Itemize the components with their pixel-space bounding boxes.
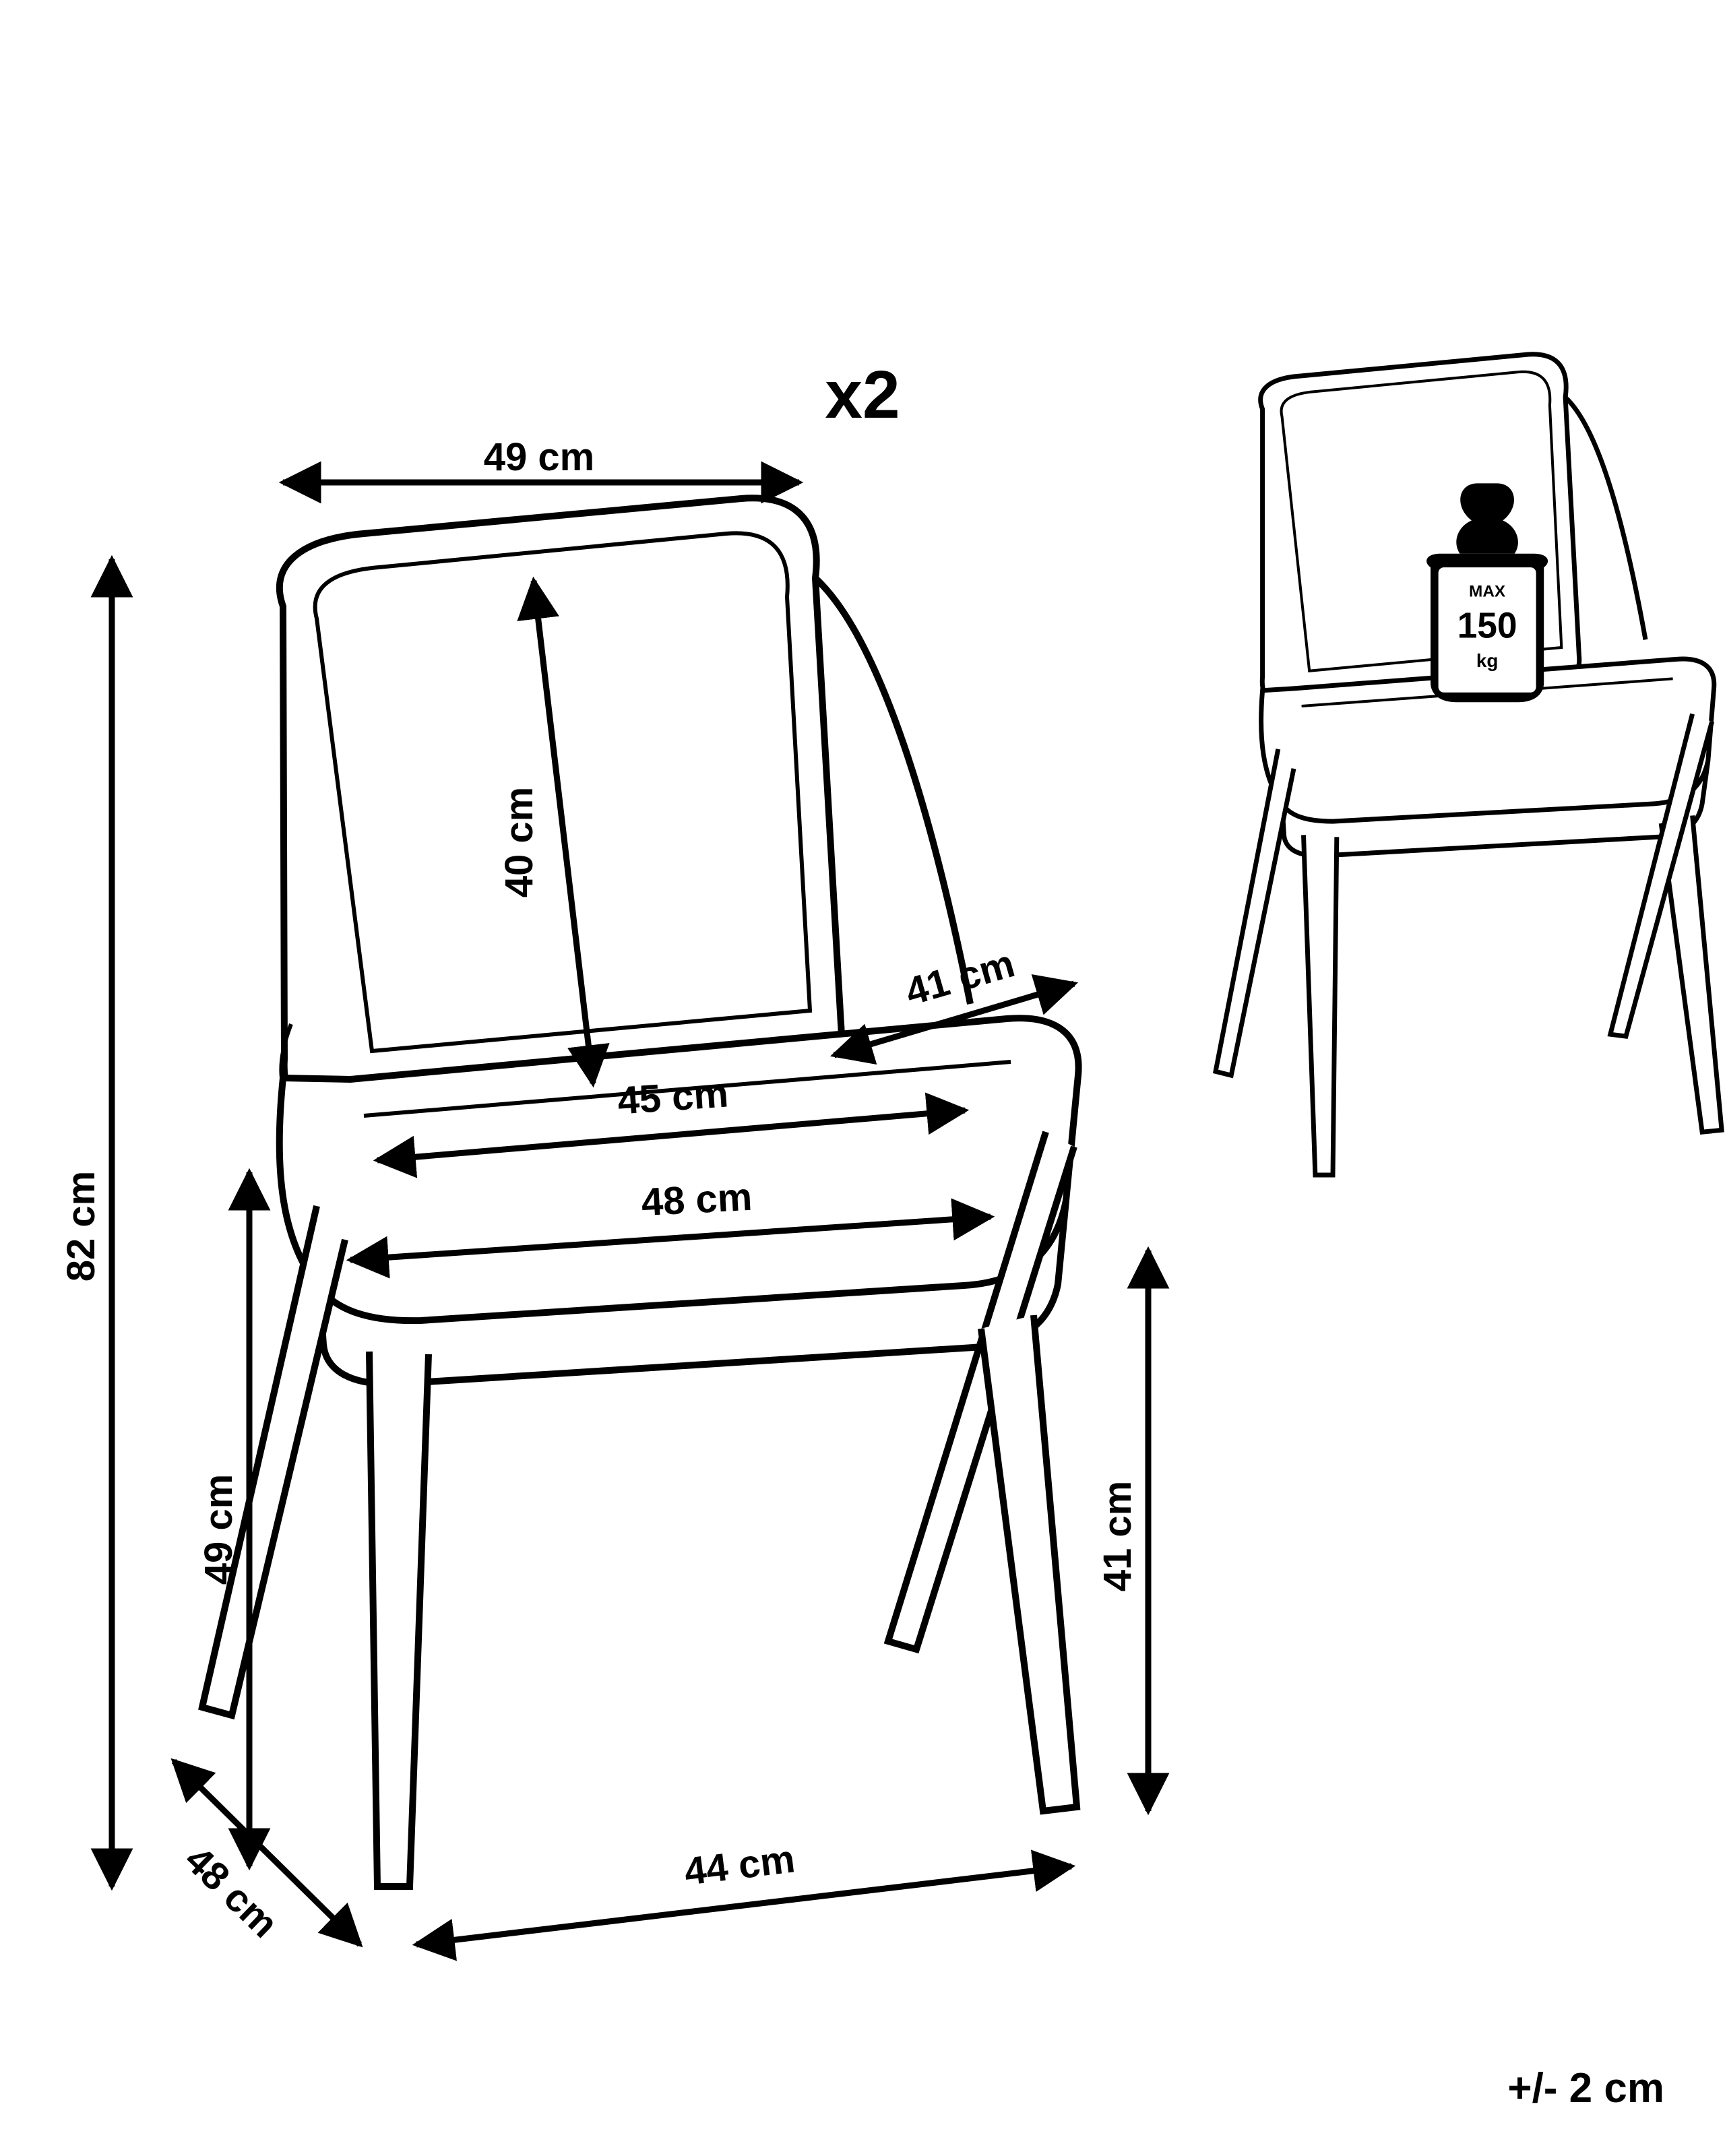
chair-small-with-load: MAX 150 kg: [1216, 354, 1722, 1175]
quantity-label: x2: [825, 357, 900, 433]
max-label-unit: kg: [1476, 650, 1498, 671]
dim-total-height: 82 cm: [59, 1171, 103, 1281]
dim-seat-front-width: 48 cm: [640, 1175, 753, 1225]
weight-icon: MAX 150 kg: [1426, 483, 1548, 702]
dim-seat-height: 49 cm: [197, 1474, 241, 1585]
tolerance-label: +/- 2 cm: [1507, 2065, 1664, 2112]
dim-base-width-front: 44 cm: [682, 1837, 797, 1894]
max-label-value: 150: [1457, 606, 1517, 646]
dim-leg-height-right: 41 cm: [1096, 1481, 1139, 1591]
max-label-top: MAX: [1469, 583, 1506, 601]
spec-drawing: MAX 150 kg x2 49 cm 40 cm: [0, 0, 1725, 2156]
dim-backrest-top-width: 49 cm: [484, 435, 594, 479]
dim-seat-inner-width: 45 cm: [616, 1071, 730, 1122]
dim-backrest-diag: 40 cm: [497, 787, 541, 897]
